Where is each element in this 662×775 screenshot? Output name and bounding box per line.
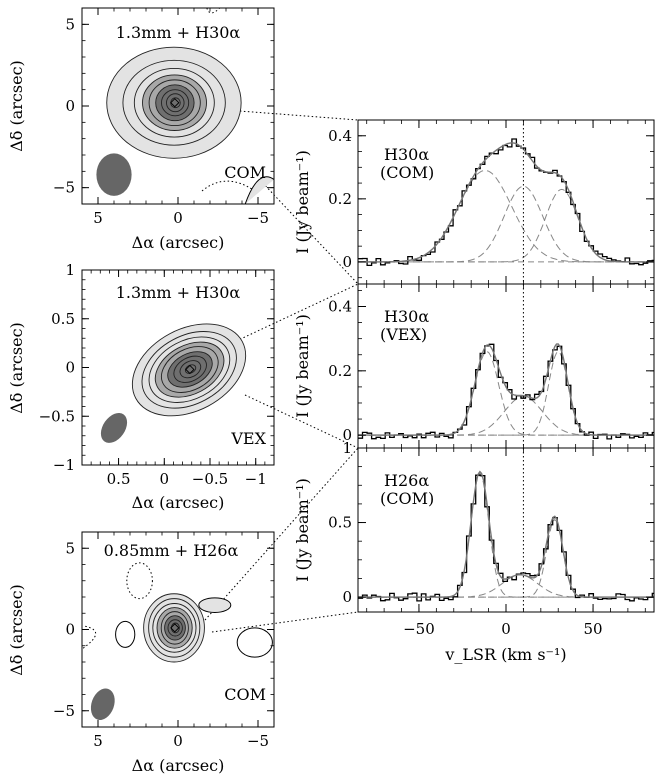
spectrum-3-xtick-label: 0: [501, 620, 511, 638]
spectrum-3-ytick-label: 0: [342, 588, 352, 606]
spectrum-2-ylabel: I (Jy beam⁻¹): [293, 314, 312, 418]
map-2-peak-marker: [185, 364, 195, 375]
map-2-annotation: 1.3mm + H30α: [116, 283, 241, 302]
spectrum-2-component-1: [358, 350, 654, 436]
map-1-negative-contour: [201, 180, 256, 192]
map-panel-3: 5 0 −5 5 0 −5 0.85mm + H26α COM Δα (arcsec) Δ…: [7, 531, 275, 775]
spectrum-panel-2: 0 0.2 0.4 H30α (VEX) I (Jy beam⁻¹): [293, 283, 655, 449]
spectrum-3-component-3: [358, 518, 654, 598]
map-1-annotation: 1.3mm + H30α: [116, 23, 241, 42]
map-3-ytick-label: 0: [65, 621, 75, 639]
map-panel-1: 5 0 −5 5 0 −5 1.3mm + H30α COM Δα (arcsec) Δδ…: [7, 7, 275, 252]
spectrum-1-total-fit: [358, 142, 654, 263]
connector-line: [244, 394, 359, 449]
map-2-ytick-label: 0.5: [51, 310, 75, 328]
spectrum-2-ytick-label: 0.2: [328, 362, 352, 380]
spectrum-1-component-1: [358, 169, 654, 263]
map-2-ylabel: Δδ (arcsec): [7, 322, 26, 414]
map-2-xtick-label: −0.5: [192, 470, 228, 488]
map-1-peak-marker: [170, 98, 180, 108]
spectrum-3-component-2: [358, 574, 654, 598]
spectrum-2-total-fit: [358, 343, 654, 436]
map-3-weak-contour-right: [236, 627, 273, 658]
map-2-ytick-label: −0.5: [39, 407, 75, 425]
map-2-xtick-label: −1: [245, 470, 267, 488]
map-3-negative-contour: [126, 562, 153, 600]
map-2-xtick-label: 0.5: [107, 470, 131, 488]
spectrum-3-xtick-label: −50: [403, 620, 435, 638]
map-1-xlabel: Δα (arcsec): [132, 233, 225, 252]
map-1-xtick-label: 5: [93, 209, 103, 227]
spectrum-panel-3: 0 0.5 1 −50 0 50 H26α (COM) I (Jy beam⁻¹) v_L…: [293, 439, 655, 664]
map-3-xlabel: Δα (arcsec): [132, 756, 225, 775]
spectrum-3-xlabel: v_LSR (km s⁻¹): [444, 645, 566, 664]
map-1-ytick-label: −5: [53, 179, 75, 197]
map-3-ytick-label: 5: [65, 539, 75, 557]
map-1-ytick-label: 5: [65, 15, 75, 33]
map-2-source-label: VEX: [230, 429, 266, 448]
map-3-ylabel: Δδ (arcsec): [7, 584, 26, 676]
map-3-peak-marker: [170, 623, 180, 633]
spectrum-2-line-label: H30α: [384, 307, 429, 326]
spectrum-panel-1: 0 0.2 0.4 H30α (COM) I (Jy beam⁻¹): [293, 119, 655, 285]
spectrum-1-ylabel: I (Jy beam⁻¹): [293, 150, 312, 254]
spectrum-1-component-2: [358, 185, 654, 263]
connector-line: [211, 611, 359, 633]
spectrum-3-source-label: (COM): [380, 489, 434, 508]
spectrum-1-source-label: (COM): [380, 163, 434, 182]
map-1-source-label: COM: [224, 163, 266, 182]
map-1-xtick-label: −5: [247, 209, 269, 227]
spectrum-2-component-2: [358, 395, 654, 436]
spectrum-1-data: [358, 138, 654, 267]
spectrum-3-total-fit: [358, 470, 654, 598]
spectrum-3-xtick-label: 50: [584, 620, 603, 638]
map-3-xtick-label: 0: [173, 732, 183, 750]
map-2-xlabel: Δα (arcsec): [132, 493, 225, 512]
map-1-secondary-contour: [244, 176, 274, 204]
connector-line: [199, 107, 359, 121]
map-3-xtick-label: 5: [93, 732, 103, 750]
map-3-ytick-label: −5: [53, 702, 75, 720]
map-1-ytick-label: 0: [65, 97, 75, 115]
spectrum-2-ytick-label: 0: [342, 426, 352, 444]
map-2-beam: [100, 412, 128, 443]
map-3-beam: [90, 688, 115, 720]
spectrum-1-ytick-label: 0: [342, 253, 352, 271]
map-2-xtick-label: 0: [160, 470, 170, 488]
spectrum-1-line-label: H30α: [384, 145, 429, 164]
spectrum-2-source-label: (VEX): [380, 325, 427, 344]
map-3-annotation: 0.85mm + H26α: [104, 541, 239, 560]
map-2-ytick-label: −1: [53, 456, 75, 474]
spectrum-1-ytick-label: 0.2: [328, 190, 352, 208]
spectrum-3-ylabel: I (Jy beam⁻¹): [293, 478, 312, 582]
map-1-negative-contour-top: [206, 8, 220, 14]
map-3-source-label: COM: [224, 685, 266, 704]
map-1-beam: [96, 153, 132, 196]
map-3-xtick-label: −5: [247, 732, 269, 750]
map-2-ytick-label: 0: [65, 359, 75, 377]
spectrum-3-line-label: H26α: [384, 471, 429, 490]
spectrum-1-component-3: [358, 188, 654, 263]
map-1-ylabel: Δδ (arcsec): [7, 60, 26, 152]
map-1-xtick-label: 0: [173, 209, 183, 227]
map-3-extension-contour: [198, 597, 232, 613]
spectrum-2-component-3: [358, 350, 654, 436]
map-3-weak-contour-left: [115, 620, 136, 648]
spectrum-2-ytick-label: 0.4: [328, 298, 352, 316]
map-panel-2: 0.5 0 −0.5 −1 1 0.5 0 −0.5 −1 1.3mm + H30α VEX Δ…: [7, 261, 275, 512]
spectrum-3-ytick-label: 0.5: [328, 514, 352, 532]
spectrum-2-data: [358, 343, 654, 440]
map-2-ytick-label: 1: [65, 261, 75, 279]
spectrum-1-ytick-label: 0.4: [328, 127, 352, 145]
spectrum-3-ytick-label: 1: [342, 439, 352, 457]
